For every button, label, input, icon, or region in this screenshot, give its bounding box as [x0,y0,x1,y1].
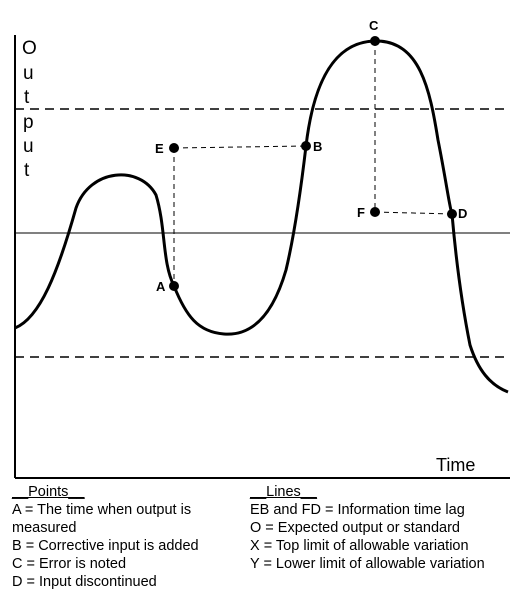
points-legend-item: D = Input discontinued [12,574,157,590]
point-a [169,281,179,291]
output-curve [14,39,509,394]
y-axis-letter: u [23,136,34,157]
fd-lag-line [374,211,453,215]
point-e-label: E [155,141,164,156]
point-e [169,143,179,153]
y-axis-letter: t [24,160,30,181]
y-axis-letter: O [22,38,37,59]
y-axis-letter: t [24,87,30,108]
point-c-label: C [369,18,379,33]
lines-legend-item: Y = Lower limit of allowable variation [250,556,485,572]
lines-legend-title: __Lines__ [250,484,317,500]
points-legend-item: A = The time when output is measured [12,502,192,536]
points-legend-item: C = Error is noted [12,556,127,572]
eb-lag-line [173,145,307,149]
control-diagram: A B C D E F O u t p u t Time [14,18,510,479]
point-a-label: A [156,279,166,294]
point-c [370,36,380,46]
lines-legend: __Lines__ EB and FD = Information time l… [250,483,520,573]
points-legend: __Points__ A = The time when output is m… [12,483,237,591]
point-d [447,209,457,219]
point-f-label: F [357,205,365,220]
x-axis-label: Time [436,455,475,475]
points-legend-title: __Points__ [12,484,85,500]
y-axis-letter: u [23,63,34,84]
point-b [301,141,311,151]
lines-legend-item: O = Expected output or standard [250,520,460,536]
point-d-label: D [458,206,467,221]
y-axis-letter: p [23,112,34,133]
lines-legend-item: EB and FD = Information time lag [250,502,465,518]
points-legend-item: B = Corrective input is added [12,538,199,554]
point-b-label: B [313,139,322,154]
lines-legend-item: X = Top limit of allowable variation [250,538,469,554]
point-f [370,207,380,217]
